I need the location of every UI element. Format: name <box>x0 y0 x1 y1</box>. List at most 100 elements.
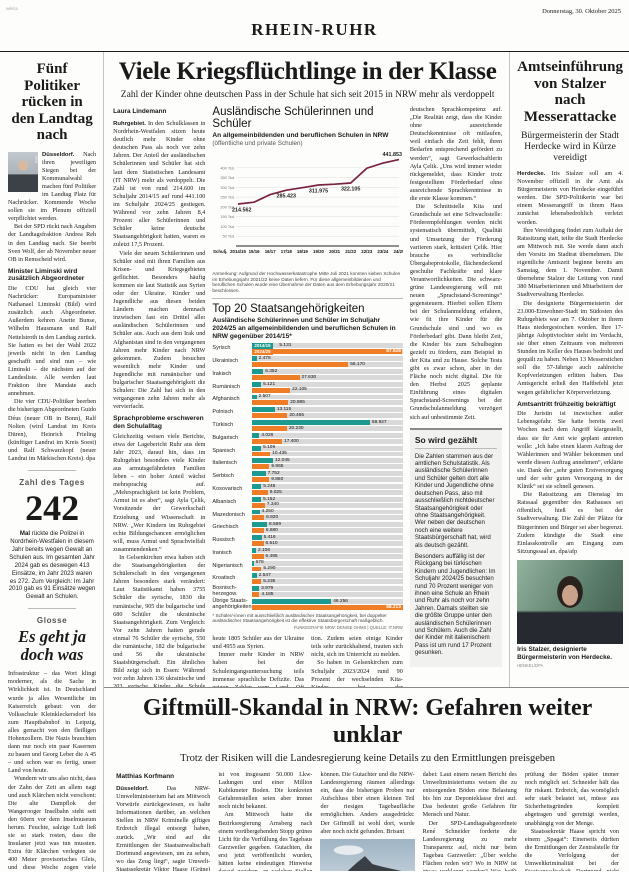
bar-value-label: 5.131 <box>279 343 292 349</box>
bar-fill-orange <box>252 464 270 470</box>
paragraph: Ruhrgebiet. In den Schulklassen in Nordr… <box>113 120 206 249</box>
top20-row: Kosovarisch 5.246 9.025 <box>212 483 403 496</box>
svg-text:300 Tsd.: 300 Tsd. <box>221 185 236 190</box>
svg-text:17/18: 17/18 <box>281 249 293 254</box>
bar-value-label: 6.680 <box>265 528 278 534</box>
paragraph: Mal rückte die Polizei in Nordrhein-West… <box>8 530 96 601</box>
sub-headline: Sprachprobleme erschweren den Schulallta… <box>113 415 204 430</box>
bar-value-label: 5.290 <box>263 566 276 572</box>
bar-value-label: 6.495 <box>265 553 278 559</box>
bar-value-label: 4.026 <box>261 432 274 438</box>
top20-row: Afghanisch 2.507 20.985 <box>212 394 403 407</box>
bar-fill-teal <box>252 420 370 425</box>
bar-row-label: Mazedonisch <box>212 511 245 518</box>
bar-value-label: 3.979 <box>261 586 274 592</box>
top20-row: Übrige Staats­angehörigkeiten 46.256 88.21… <box>212 598 403 611</box>
bar-chart-subtitle: Ausländische Schülerinnen und Schüler im… <box>212 316 396 340</box>
sub-headline: Minister Liminski wird zusätzlich Abgeor… <box>8 267 85 283</box>
svg-text:400 Tsd.: 400 Tsd. <box>221 165 236 170</box>
page-marker: WRG1 <box>6 6 18 11</box>
dateline-lead: Herdecke. <box>517 171 546 177</box>
bar-fill-teal <box>252 356 257 362</box>
bar-fill-teal <box>252 471 266 477</box>
bar-value-label: 22.105 <box>292 387 307 393</box>
bar-value-label: 5.152 <box>263 496 276 502</box>
bar-value-label: 87.928 <box>386 349 401 355</box>
bar-fill-orange <box>252 413 288 419</box>
bar-value-label: 13.115 <box>276 407 292 413</box>
bar-fill-orange <box>252 502 265 508</box>
bar-fill-teal <box>252 407 275 413</box>
svg-text:311.975: 311.975 <box>309 188 328 194</box>
bar-row-label: Irakisch <box>212 370 232 377</box>
bar-value-label: 678 <box>255 560 264 566</box>
bar-fill-orange <box>252 362 349 367</box>
top20-row: Irakisch 6.352 27.630 <box>212 368 403 381</box>
bottom-col-3: können. Die Gutachter und die NRW-Landes… <box>320 771 415 871</box>
bar-value-label: 6.352 <box>265 368 278 374</box>
bar-fill-orange <box>252 579 262 585</box>
svg-text:285.423: 285.423 <box>277 193 297 199</box>
bar-fill-teal <box>252 560 254 566</box>
bar-fill-orange <box>252 349 403 355</box>
bar-fill-teal <box>252 368 264 374</box>
svg-text:24/25: 24/25 <box>394 249 403 254</box>
top20-rows: Syrisch 2014/15 5.131 2024/25 87.928 Ukrainis… <box>212 342 403 611</box>
bar-value-label: 2.507 <box>258 394 271 400</box>
main-article: Viele Kriegsflüchtlinge in der Klasse Za… <box>104 52 511 687</box>
bar-value-label: 20.985 <box>290 400 305 406</box>
top20-row: Griechisch 8.569 6.680 <box>212 522 403 534</box>
bar-value-label: 12.045 <box>275 458 290 464</box>
bar-value-label: 2.478 <box>258 355 271 361</box>
bar-row-label: Türkisch <box>212 422 234 429</box>
bar-value-label: 5.235 <box>263 579 276 585</box>
bottom-col-1: Matthias Korfmann Düsseldorf. Das NRW-Um… <box>116 771 210 871</box>
bar-fill-orange <box>252 566 262 572</box>
bar-fill-teal <box>252 509 260 515</box>
paragraph: deutschen Sprachkompetenz auf. „Die Real… <box>409 106 503 203</box>
legend-chip: 2024/25 <box>252 348 273 355</box>
bar-value-label: 9.025 <box>269 489 282 495</box>
bar-chart-title: Top 20 Staatsangehörigkeiten <box>212 302 365 315</box>
svg-text:2014/15: 2014/15 <box>230 249 246 254</box>
bar-value-label: 27.630 <box>301 374 317 380</box>
svg-text:23/24: 23/24 <box>378 249 390 254</box>
svg-text:21/22: 21/22 <box>346 249 358 254</box>
page-header: WRG1 RHEIN-RUHR Donnerstag, 30. Oktober … <box>0 0 629 52</box>
paragraph: Herdecke. Iris Stalzer soll am 4. Novemb… <box>517 170 624 226</box>
sub-headline: Amtsantritt frühzeitig bekräftigt <box>517 400 616 408</box>
paragraph: Staatssekretär Haase spricht von einem „… <box>524 827 619 871</box>
bar-row-label: Bulgarisch <box>212 434 239 441</box>
chart-note: Anmerkung: Aufgrund der Hochwasserkatast… <box>212 270 401 294</box>
bar-value-label: 5.246 <box>263 483 276 489</box>
zahl-des-tages: Zahl des Tages 242 Mal rückte die Polize… <box>8 478 96 601</box>
paragraph: prüfung der Böden später immer noch mögl… <box>524 771 619 827</box>
bar-value-label: 10.435 <box>272 451 287 457</box>
line-chart-subtitle: An allgemeinbildenden und beruflichen Sc… <box>212 132 389 139</box>
paragraph: dabei: Laut einem neuen Bericht des Umwe… <box>422 771 517 819</box>
bar-row-label: Afghanisch <box>212 396 240 403</box>
bar-fill-orange <box>252 451 271 457</box>
bar-value-label: 20.465 <box>289 412 304 418</box>
svg-text:16/17: 16/17 <box>265 249 277 254</box>
bar-value-label: 6.920 <box>266 515 279 521</box>
infobox-title: So wird gezählt <box>414 435 498 449</box>
paragraph: Am Mittwoch hatte die Bezirksregierung A… <box>218 811 313 871</box>
line-chart: 50 Tsd. 100 Tsd. 150 Tsd. 200 Tsd. 250 Tsd. 3… <box>212 148 402 269</box>
divider <box>28 608 77 610</box>
byline: Matthias Korfmann <box>116 773 175 780</box>
bar-row-label: Russisch <box>212 537 235 544</box>
bar-value-label: 6.510 <box>265 540 278 546</box>
paragraph: Infrastruktur – das Wort klingt moderner… <box>8 670 97 775</box>
paragraph: Die designierte Bürgermeisterin der 23.0… <box>517 299 623 396</box>
svg-text:150 Tsd.: 150 Tsd. <box>221 214 236 219</box>
bar-fill-teal <box>252 458 274 464</box>
svg-text:Schulj.: Schulj. <box>213 249 227 254</box>
svg-text:100 Tsd.: 100 Tsd. <box>221 224 236 229</box>
bar-value-label: 5.416 <box>263 534 276 540</box>
photo-credit: DPA <box>34 155 38 163</box>
bar-value-label: 9.860 <box>271 476 284 482</box>
paragraph: Düsseldorf. Das NRW-Umweltministerium ha… <box>116 785 211 871</box>
bar-row-label: Bosnisch-herzegow. <box>212 585 238 598</box>
